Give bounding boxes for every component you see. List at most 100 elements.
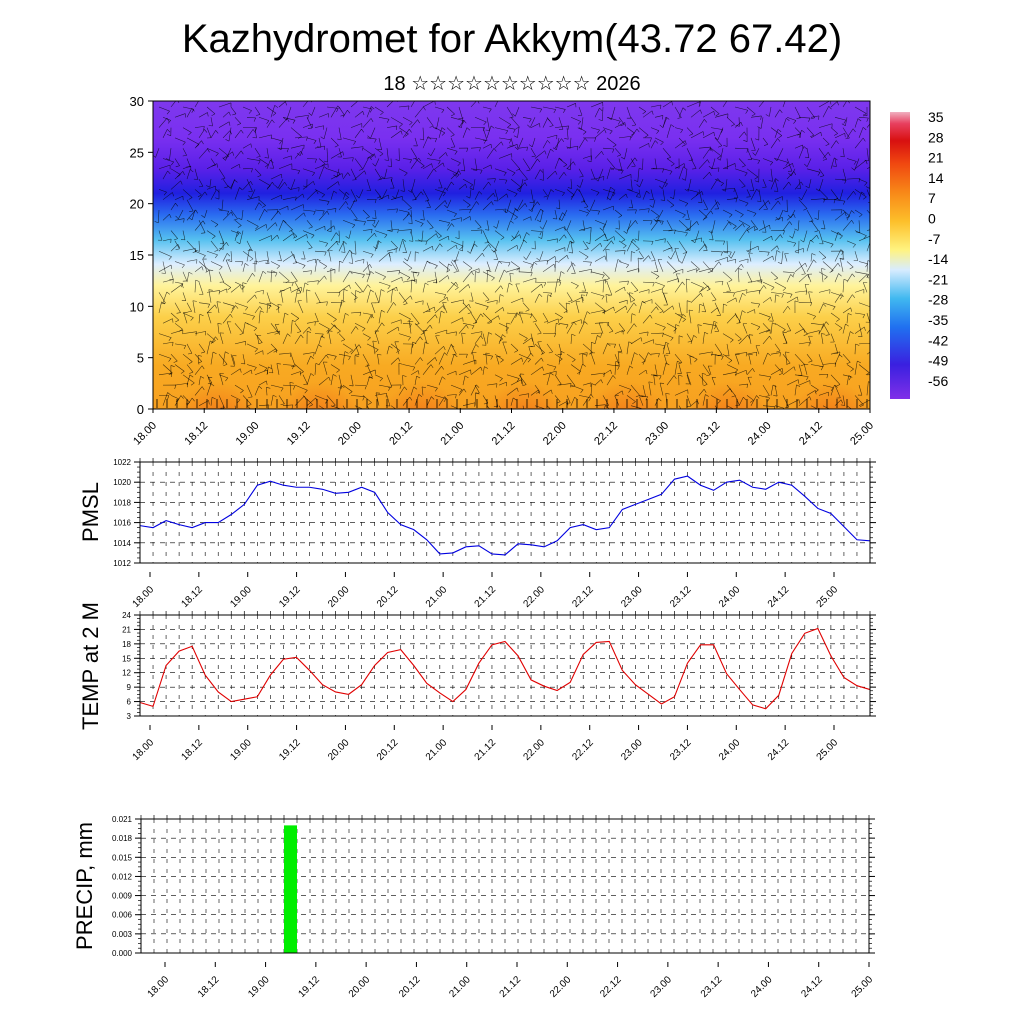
y-tick-label: 25 <box>130 145 144 160</box>
wind-barb <box>734 122 742 128</box>
x-tick-label: 19.12 <box>277 584 303 610</box>
wind-barb <box>654 261 659 272</box>
wind-barb-flag <box>821 333 826 335</box>
wind-barb <box>566 220 572 231</box>
wind-barb <box>469 189 472 199</box>
wind-barb-flag <box>775 178 779 182</box>
wind-barb <box>710 167 720 170</box>
wind-barb <box>782 221 790 231</box>
x-tick-label: 19.12 <box>285 420 313 448</box>
wind-barb-flag <box>393 302 397 306</box>
wind-barb-flag <box>373 246 377 250</box>
wind-barb <box>374 220 380 228</box>
wind-barb <box>422 306 435 314</box>
wind-barb-flag <box>631 313 636 316</box>
wind-barb-flag <box>839 235 843 239</box>
wind-barb <box>628 292 632 303</box>
wind-barb-flag <box>528 144 533 148</box>
wind-barb <box>770 322 773 334</box>
wind-barb-flag <box>488 332 493 335</box>
wind-barb-flag <box>566 302 571 305</box>
wind-barb-flag <box>463 388 467 393</box>
wind-barb <box>702 281 711 290</box>
wind-barb <box>330 173 343 180</box>
wind-barb-flag <box>687 340 692 343</box>
wind-barb-flag <box>875 211 878 214</box>
wind-barb <box>786 213 794 221</box>
wind-barb <box>438 127 443 138</box>
wind-barb <box>174 137 186 143</box>
wind-barb <box>342 270 351 283</box>
wind-barb-flag <box>530 352 534 357</box>
wind-barb-flag <box>468 304 471 308</box>
wind-barb-flag <box>201 266 204 271</box>
wind-barb <box>722 388 731 396</box>
wind-barb-flag <box>754 138 759 141</box>
wind-barb-flag <box>412 366 416 371</box>
wind-barb <box>290 320 293 334</box>
wind-barb-flag <box>773 395 778 397</box>
wind-barb <box>734 147 749 150</box>
wind-barb-flag <box>573 161 576 166</box>
wind-barb <box>866 209 870 215</box>
wind-barb <box>294 323 302 332</box>
wind-barb <box>306 321 316 324</box>
wind-barb <box>458 303 470 314</box>
wind-barb-flag <box>550 412 554 414</box>
wind-barb-flag <box>195 250 200 252</box>
wind-barb <box>854 395 864 406</box>
colorbar-label: 21 <box>928 150 944 166</box>
wind-barb <box>638 369 647 376</box>
wind-barb <box>494 127 508 131</box>
wind-barb-flag <box>175 319 179 323</box>
wind-barb-flag <box>612 192 616 197</box>
wind-barb <box>618 299 628 303</box>
wind-barb <box>530 158 538 169</box>
wind-barb <box>566 161 574 169</box>
wind-barb-flag <box>609 418 613 419</box>
wind-barb <box>803 364 808 375</box>
wind-barb-flag <box>882 202 884 206</box>
wind-barb <box>254 289 264 293</box>
wind-barb <box>482 366 485 375</box>
wind-barb <box>750 137 756 151</box>
wind-barb <box>246 158 261 161</box>
wind-barb <box>630 117 637 126</box>
wind-barb <box>726 117 735 125</box>
wind-barb <box>366 364 373 378</box>
wind-barb <box>354 111 363 118</box>
x-tick-label: 23.12 <box>699 974 725 1000</box>
wind-barb <box>266 292 271 304</box>
wind-barb-flag <box>165 158 170 161</box>
wind-barb-flag <box>735 314 738 319</box>
wind-barb-flag <box>788 181 792 186</box>
wind-barb <box>206 250 218 256</box>
wind-barb <box>782 354 791 364</box>
wind-barb <box>710 261 720 272</box>
wind-barb-flag <box>550 189 555 193</box>
wind-barb <box>330 137 339 146</box>
wind-barb <box>614 330 624 334</box>
wind-barb-flag <box>476 201 480 205</box>
wind-barb-flag <box>541 357 544 362</box>
wind-barb-flag <box>490 356 493 360</box>
wind-barb <box>630 158 636 167</box>
wind-barb <box>386 125 397 128</box>
wind-barb-flag <box>689 356 694 358</box>
wind-barb <box>871 200 884 202</box>
wind-barb <box>402 158 412 160</box>
wind-barb <box>222 302 235 307</box>
wind-barb-flag <box>607 322 610 327</box>
wind-barb <box>230 230 240 234</box>
wind-barb <box>666 158 675 165</box>
wind-barb-flag <box>196 259 198 264</box>
wind-barb-flag <box>202 96 205 99</box>
wind-barb-flag <box>832 165 837 167</box>
wind-barb-flag <box>785 162 789 166</box>
wind-barb <box>482 106 492 110</box>
wind-barb <box>446 263 449 272</box>
wind-barb-flag <box>782 329 786 333</box>
wind-barb <box>234 117 242 124</box>
wind-barb <box>654 302 664 312</box>
wind-barb <box>494 168 507 173</box>
